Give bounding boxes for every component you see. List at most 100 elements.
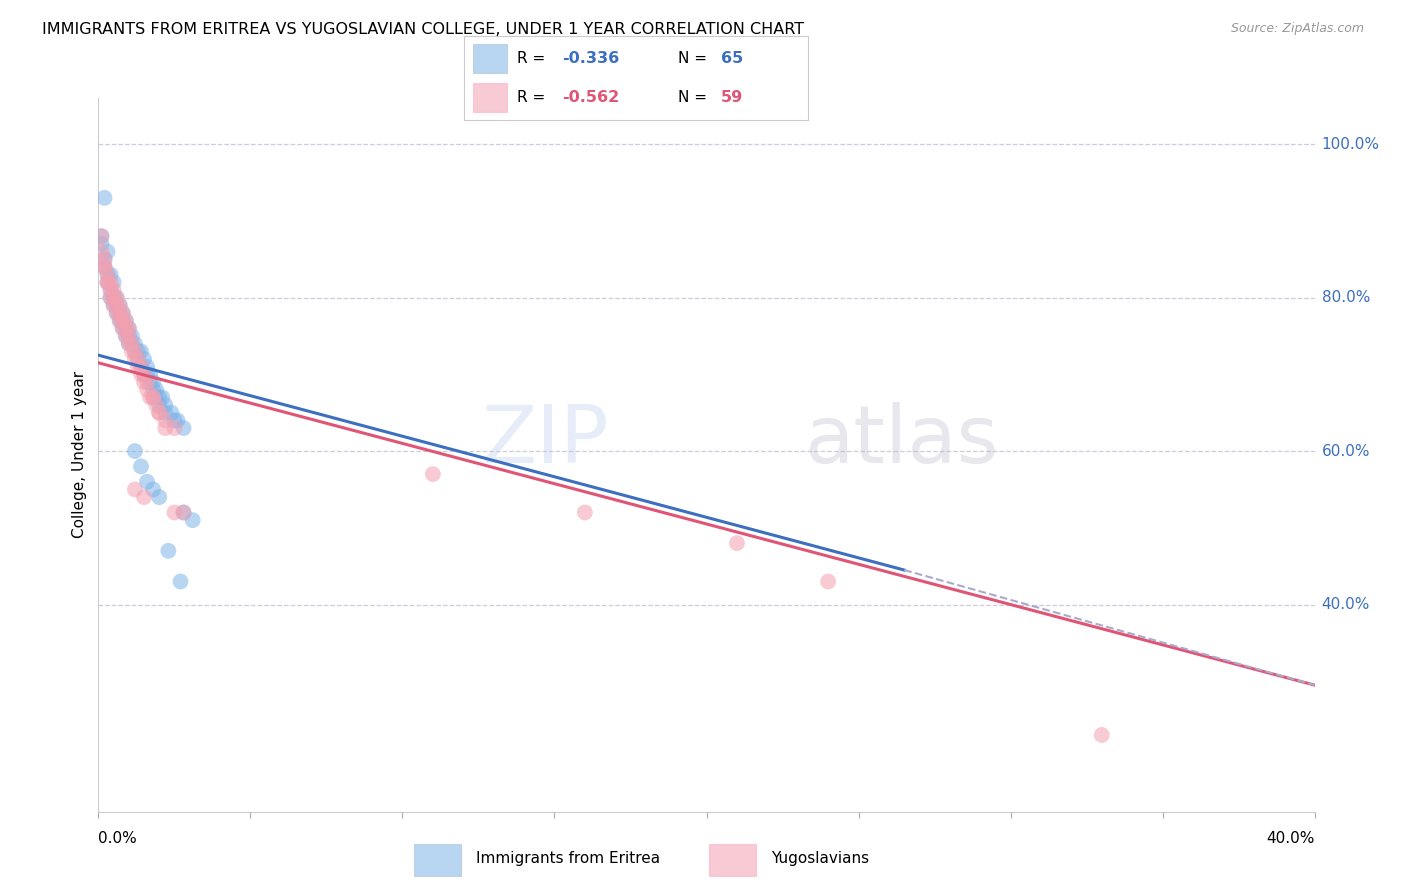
Point (132, 368, 155, 382)
Point (139, 390, 162, 404)
Point (103, 298, 125, 312)
Point (93, 260, 115, 274)
Point (111, 313, 134, 327)
Text: Yugoslavians: Yugoslavians (770, 851, 869, 866)
Point (108, 313, 131, 327)
Point (163, 413, 186, 427)
Text: 40.0%: 40.0% (1267, 831, 1315, 846)
Point (132, 490, 155, 504)
Point (124, 336, 146, 351)
Point (129, 359, 152, 374)
Point (105, 291, 128, 305)
Point (173, 421, 195, 435)
Point (121, 336, 143, 351)
Point (148, 490, 170, 504)
Point (121, 329, 143, 343)
Point (142, 375, 165, 389)
Point (129, 368, 152, 382)
Point (145, 398, 167, 412)
Point (96, 275, 118, 289)
Point (129, 359, 152, 374)
Point (121, 336, 143, 351)
Point (93, 260, 115, 274)
Point (181, 513, 204, 527)
Point (108, 313, 131, 327)
Point (118, 329, 141, 343)
Point (100, 283, 122, 297)
Point (155, 413, 177, 427)
Text: 0.0%: 0.0% (98, 831, 138, 846)
Point (148, 398, 170, 412)
Point (103, 275, 125, 289)
Point (129, 459, 152, 474)
Point (90, 244, 112, 259)
Point (124, 344, 146, 359)
Point (145, 383, 167, 397)
Point (148, 406, 170, 420)
Point (136, 368, 159, 382)
Point (118, 329, 141, 343)
Text: atlas: atlas (804, 401, 998, 480)
Point (114, 321, 136, 335)
Point (150, 390, 173, 404)
Point (96, 275, 118, 289)
Point (145, 390, 167, 404)
Point (100, 283, 122, 297)
Point (139, 375, 162, 389)
Point (169, 574, 191, 589)
Point (136, 475, 159, 489)
Point (118, 336, 141, 351)
Point (96, 268, 118, 282)
Point (118, 321, 141, 335)
Point (155, 421, 177, 435)
Point (136, 359, 159, 374)
Point (173, 506, 195, 520)
Text: 60.0%: 60.0% (1322, 443, 1369, 458)
Point (155, 406, 177, 420)
Point (574, 506, 596, 520)
Point (127, 359, 149, 374)
Point (90, 229, 112, 244)
Text: 40.0%: 40.0% (1322, 597, 1369, 612)
Point (136, 375, 159, 389)
Point (121, 344, 143, 359)
Point (118, 336, 141, 351)
Point (118, 321, 141, 335)
Point (103, 298, 125, 312)
Point (157, 544, 180, 558)
Point (105, 306, 128, 320)
Point (166, 413, 188, 427)
Point (127, 344, 149, 359)
Bar (472, 44, 508, 73)
Point (100, 275, 122, 289)
Point (96, 268, 118, 282)
Point (127, 351, 149, 366)
Point (142, 390, 165, 404)
Point (93, 260, 115, 274)
Point (111, 321, 134, 335)
Point (124, 444, 146, 458)
Point (103, 283, 125, 297)
Text: Source: ZipAtlas.com: Source: ZipAtlas.com (1230, 22, 1364, 36)
Point (108, 298, 131, 312)
Text: IMMIGRANTS FROM ERITREA VS YUGOSLAVIAN COLLEGE, UNDER 1 YEAR CORRELATION CHART: IMMIGRANTS FROM ERITREA VS YUGOSLAVIAN C… (42, 22, 804, 37)
Point (136, 383, 159, 397)
Point (725, 536, 748, 550)
Text: N =: N = (678, 90, 711, 105)
Point (817, 574, 839, 589)
Point (132, 368, 155, 382)
Point (103, 291, 125, 305)
Point (1091, 728, 1114, 742)
Point (163, 421, 186, 435)
Text: R =: R = (517, 90, 551, 105)
Point (163, 506, 186, 520)
Text: -0.562: -0.562 (562, 90, 620, 105)
Bar (709, 844, 756, 876)
Point (142, 483, 165, 497)
Point (124, 351, 146, 366)
Point (114, 329, 136, 343)
Point (105, 306, 128, 320)
Point (114, 329, 136, 343)
Point (90, 236, 112, 251)
Point (142, 390, 165, 404)
